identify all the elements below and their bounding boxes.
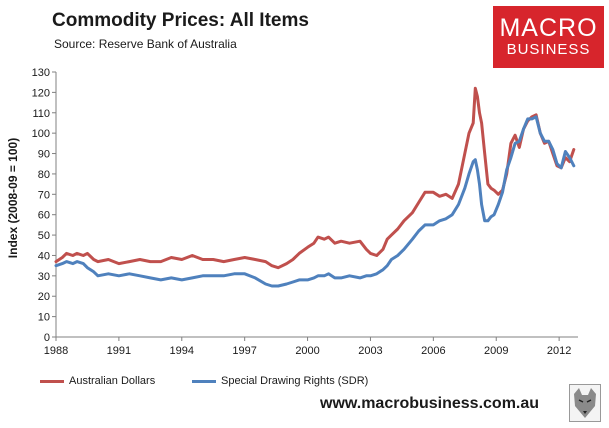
y-tick-label: 70 [38, 189, 50, 201]
y-tick-label: 10 [38, 312, 50, 324]
series-line-aud [54, 86, 576, 270]
legend-item-sdr: Special Drawing Rights (SDR) [192, 375, 368, 387]
x-tick-label: 2012 [547, 345, 571, 357]
y-tick-label: 40 [38, 250, 50, 262]
y-tick-label: 0 [44, 332, 50, 344]
x-tick-label: 2003 [358, 345, 382, 357]
logo-line-1: MACRO [499, 14, 598, 42]
wolf-icon [569, 384, 601, 422]
macrobusiness-logo: MACRO BUSINESS [493, 6, 604, 68]
y-tick-label: 110 [32, 108, 50, 120]
website-url: www.macrobusiness.com.au [320, 395, 540, 412]
logo-line-2: BUSINESS [506, 41, 591, 58]
y-tick-label: 100 [32, 128, 50, 140]
legend-swatch-aud [40, 379, 64, 383]
x-tick-label: 1994 [170, 345, 194, 357]
x-tick-label: 1988 [44, 345, 68, 357]
x-tick-label: 2000 [295, 345, 319, 357]
y-tick-label: 90 [38, 149, 50, 161]
series-line-sdr [54, 115, 576, 288]
legend-item-aud: Australian Dollars [40, 375, 155, 387]
x-tick-label: 2006 [421, 345, 445, 357]
x-tick-label: 1997 [232, 345, 256, 357]
chart-title: Commodity Prices: All Items [52, 10, 309, 31]
y-tick-label: 130 [32, 67, 50, 79]
y-tick-label: 80 [38, 169, 50, 181]
y-axis-label: Index (2008-09 = 100) [6, 138, 20, 258]
y-tick-label: 60 [38, 210, 50, 222]
legend-swatch-sdr [192, 379, 216, 383]
x-tick-label: 2009 [484, 345, 508, 357]
y-tick-label: 20 [38, 291, 50, 303]
legend-label-sdr: Special Drawing Rights (SDR) [221, 375, 369, 387]
legend-label-aud: Australian Dollars [69, 375, 156, 387]
y-tick-label: 30 [38, 271, 50, 283]
y-tick-label: 50 [38, 230, 50, 242]
chart-source: Source: Reserve Bank of Australia [54, 37, 237, 51]
x-tick-label: 1991 [107, 345, 131, 357]
y-tick-label: 120 [32, 87, 50, 99]
